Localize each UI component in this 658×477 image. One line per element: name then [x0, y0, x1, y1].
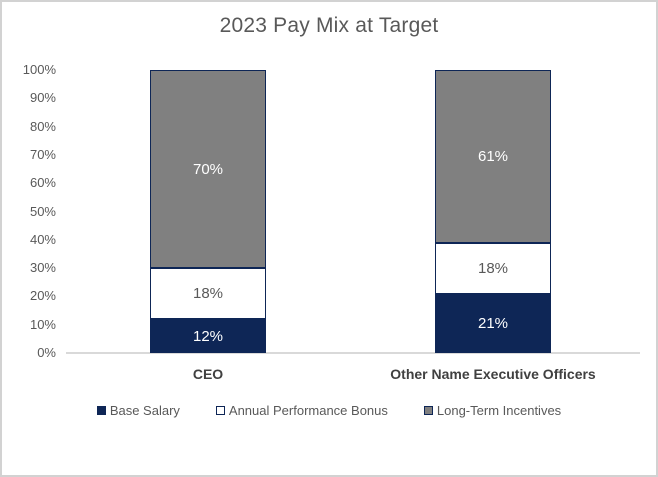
y-tick-label: 100% [22, 62, 56, 77]
category-label: CEO [192, 366, 224, 382]
legend-item: Base Salary [96, 403, 180, 418]
bar-segment: 18% [150, 268, 266, 320]
y-tick-label: 30% [29, 260, 56, 276]
y-axis: 0% 10% 20% 30% 40% 50% 60% 70% 80% 90% 100% [2, 62, 56, 360]
y-tick-label: 40% [29, 231, 56, 247]
bar-segment: 70% [150, 70, 266, 269]
category-axis: CEO Other Name Executive Officers [2, 366, 656, 386]
plot-area: 0% 10% 20% 30% 40% 50% 60% 70% 80% 90% 100% 70% 18%… [2, 62, 656, 360]
y-tick-label: 90% [29, 90, 56, 106]
legend-item: Annual Performance Bonus [215, 403, 388, 418]
y-tick-label: 50% [29, 203, 56, 219]
legend-swatch-icon [215, 406, 225, 415]
stacked-bar-ceo: 70% 18% 12% [150, 70, 266, 353]
legend-label: Annual Performance Bonus [228, 403, 388, 418]
y-tick-label: 20% [29, 288, 56, 304]
chart-title: 2023 Pay Mix at Target [219, 14, 439, 37]
bar-segment: 21% [435, 293, 551, 353]
data-label: 18% [192, 285, 224, 303]
stacked-bar-other-neos: 61% 18% 21% [435, 70, 551, 353]
y-tick-label: 80% [29, 118, 56, 134]
bar-segment: 61% [435, 70, 551, 243]
legend-label: Long-Term Incentives [436, 403, 562, 418]
legend-item: Long-Term Incentives [423, 403, 562, 418]
data-label: 12% [192, 327, 224, 345]
y-tick-label: 60% [29, 175, 56, 191]
data-label: 70% [192, 160, 224, 178]
x-axis-line [66, 352, 640, 354]
legend-label: Base Salary [109, 403, 180, 418]
data-label: 61% [477, 147, 509, 165]
data-label: 21% [477, 314, 509, 332]
data-label: 18% [477, 259, 509, 277]
legend-swatch-icon [423, 406, 433, 415]
y-tick-label: 70% [29, 146, 56, 162]
y-tick-label: 10% [29, 316, 56, 332]
y-tick-label: 0% [37, 345, 56, 360]
legend-swatch-icon [96, 406, 106, 415]
category-label: Other Name Executive Officers [390, 366, 596, 382]
bar-segment: 18% [435, 242, 551, 294]
bar-segment: 12% [150, 319, 266, 353]
legend: Base Salary Annual Performance Bonus Long-… [2, 403, 656, 418]
